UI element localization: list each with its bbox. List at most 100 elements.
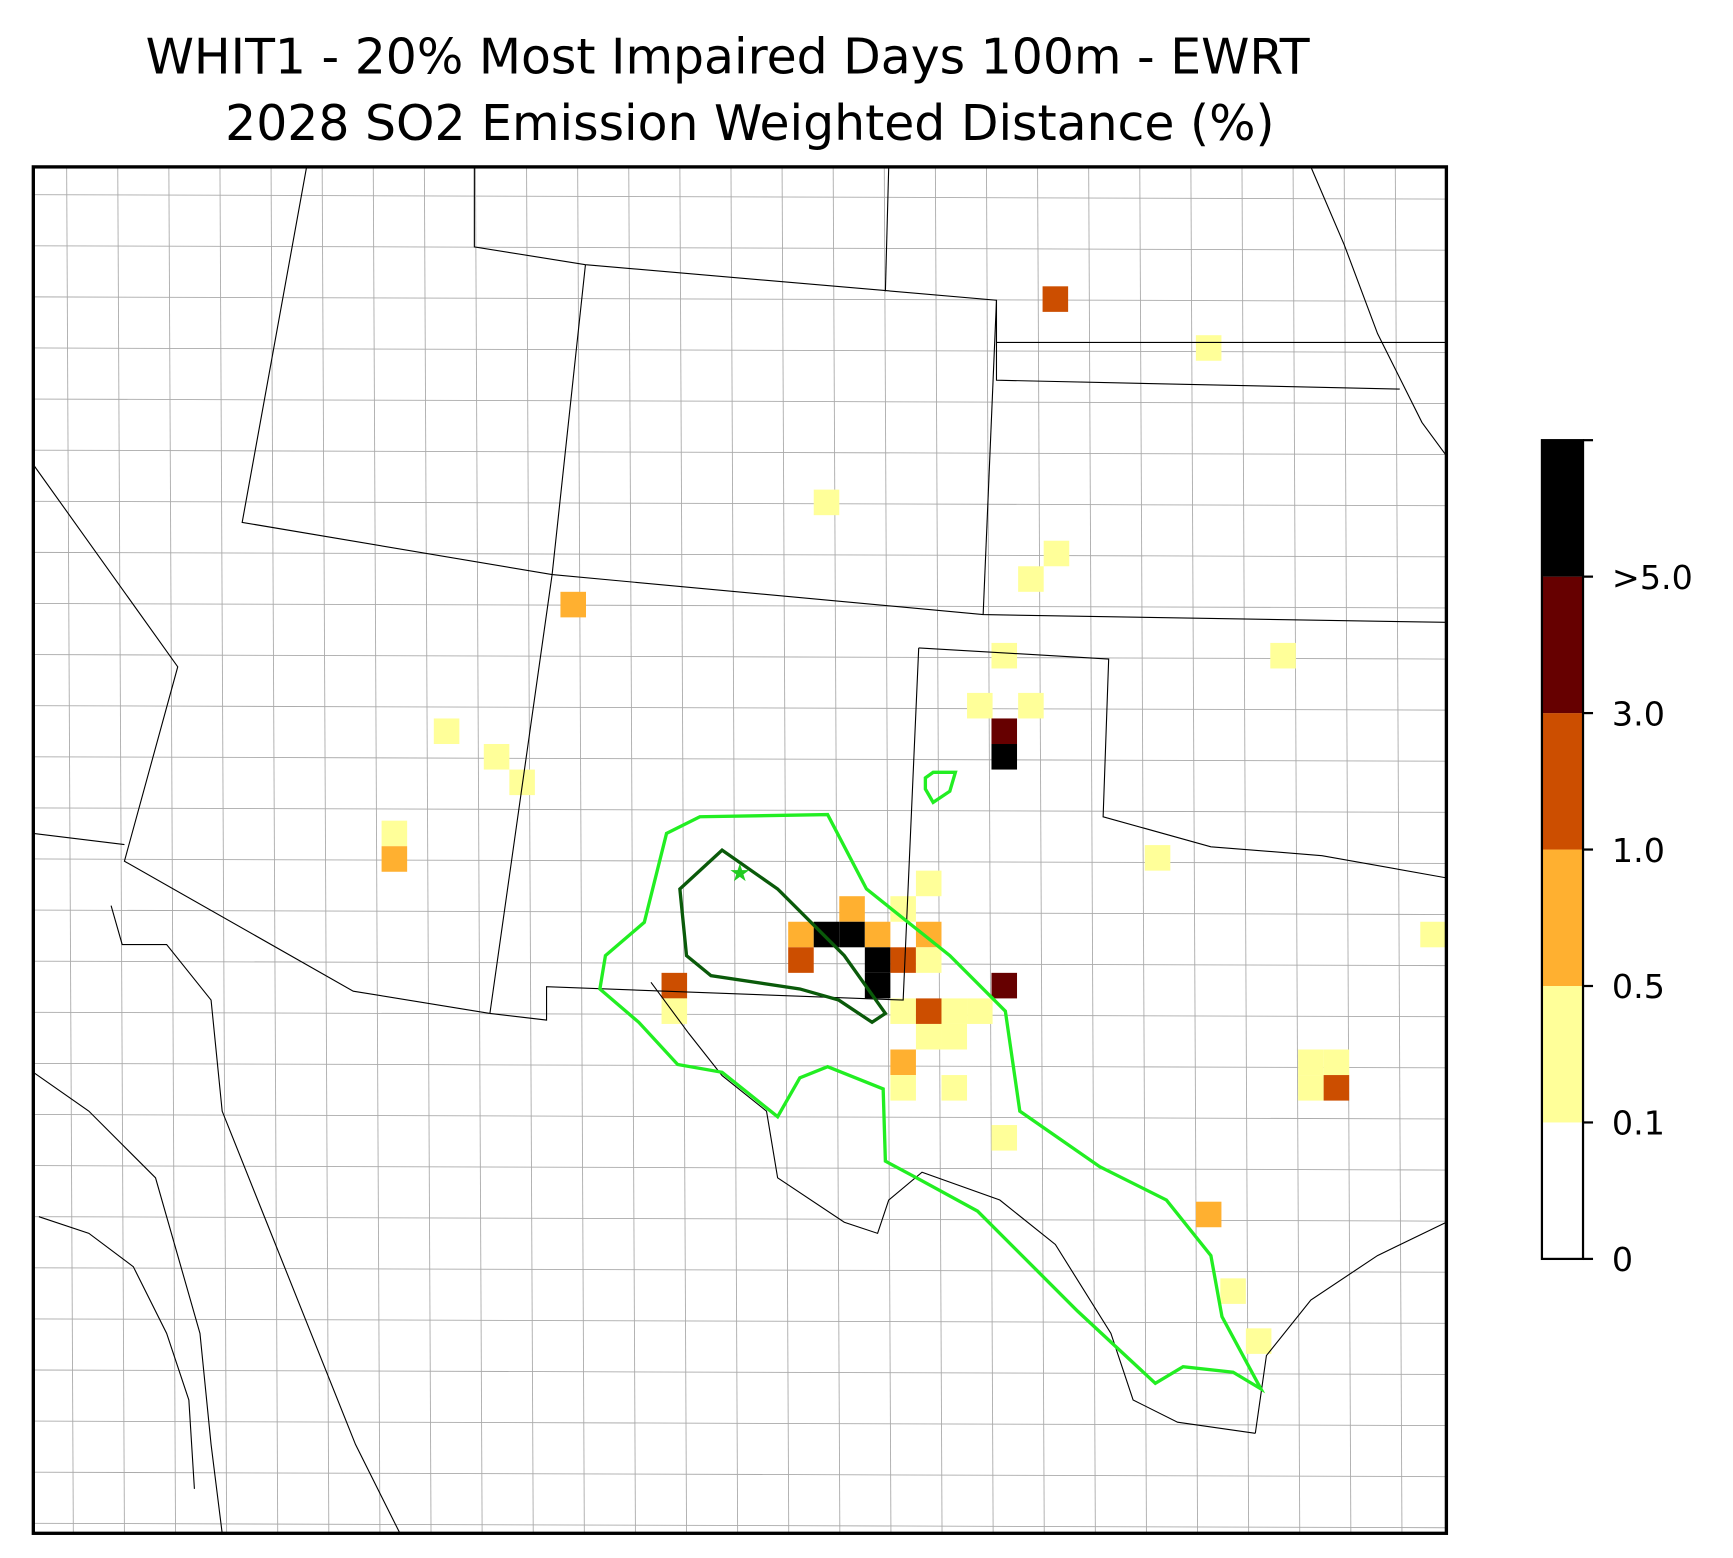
county-line [1292,166,1301,1534]
cell [1043,540,1070,567]
county-line [730,166,739,1534]
cell [560,591,586,618]
county-line [1343,166,1352,1534]
cell [967,692,993,719]
cell [915,870,942,897]
cell [915,921,942,948]
cell [941,998,968,1024]
cell [991,744,1018,770]
county-line [1088,166,1096,1534]
coast-line [38,1216,195,1489]
county-line [372,166,381,1534]
county-line [33,194,1447,200]
cell [1018,692,1044,719]
county-line [33,1369,1447,1375]
cell [991,642,1018,669]
county-line [33,909,1447,915]
cell [1042,286,1069,312]
cell [1144,845,1171,871]
colorbar: 0 0.1 0.5 1.0 3.0 >5.0 [1540,439,1693,1279]
cell [483,744,510,770]
county-line [33,449,1447,456]
cell [1298,1049,1324,1076]
colorbar-tick-label: 3.0 [1612,694,1665,733]
cell [1220,1278,1246,1304]
county-line [628,166,636,1534]
cell [839,921,865,948]
county-line [883,166,892,1534]
county-line [33,705,1447,711]
cells [381,286,1446,1354]
county-line [934,166,943,1534]
cell [864,947,891,973]
cell [915,1023,942,1050]
state-line [982,300,998,615]
county-line [679,166,687,1534]
map-area: ★ [31,165,1449,1535]
map-frame [31,165,1449,1535]
county-line [117,166,125,1534]
cell [381,846,408,872]
county-line [577,166,585,1534]
cell [1323,1049,1350,1076]
cell [864,972,891,999]
site-marker: ★ [729,858,751,887]
county-line [33,551,1447,558]
cell [991,972,1018,999]
county-line [1394,166,1403,1534]
county-line [33,807,1447,813]
county-line [33,1062,1447,1069]
colorbar-tick-label: >5.0 [1612,558,1693,597]
county-line [526,166,534,1534]
border-line [650,981,1256,1434]
cell [788,921,814,948]
county-line [1037,166,1045,1534]
county-line [168,166,176,1534]
county-line [33,960,1447,967]
cell [433,718,460,745]
cell [1323,1075,1350,1101]
cell [915,998,942,1024]
coast-line [110,905,401,1534]
cell [839,896,865,922]
state-boundaries [32,166,1447,1534]
contour [678,847,888,1025]
county-grid [33,166,1447,1534]
county-line [475,166,483,1534]
county-line [33,1114,1447,1120]
cell [813,489,840,516]
county-line [986,166,994,1534]
county-line [33,296,1447,302]
cell [890,1049,916,1076]
colorbar-segment [1541,713,1584,850]
cell [890,1075,916,1101]
county-line [33,1011,1447,1018]
cell [915,947,942,973]
county-line [270,166,279,1534]
cell [788,947,814,973]
coast-line [1254,1221,1447,1434]
cell [941,1075,968,1101]
colorbar-segment [1541,849,1584,986]
colorbar-tick-label: 0.5 [1612,967,1665,1006]
cell [1420,921,1446,948]
cell [967,998,993,1024]
cell [1195,335,1222,361]
county-line [781,166,790,1534]
cell [1270,642,1296,669]
county-line [33,1165,1447,1171]
county-line [423,166,432,1534]
state-line [33,832,125,846]
county-line [33,603,1447,609]
cell [1298,1075,1324,1101]
colorbar-segment [1541,1122,1584,1259]
cell [1195,1201,1222,1228]
colorbar-segment [1541,985,1584,1123]
colorbar-segment [1541,576,1584,714]
contour [598,812,1266,1394]
cell [991,718,1018,745]
cell [1245,1328,1272,1354]
contours: ★ [598,770,1266,1394]
cell [864,921,891,948]
